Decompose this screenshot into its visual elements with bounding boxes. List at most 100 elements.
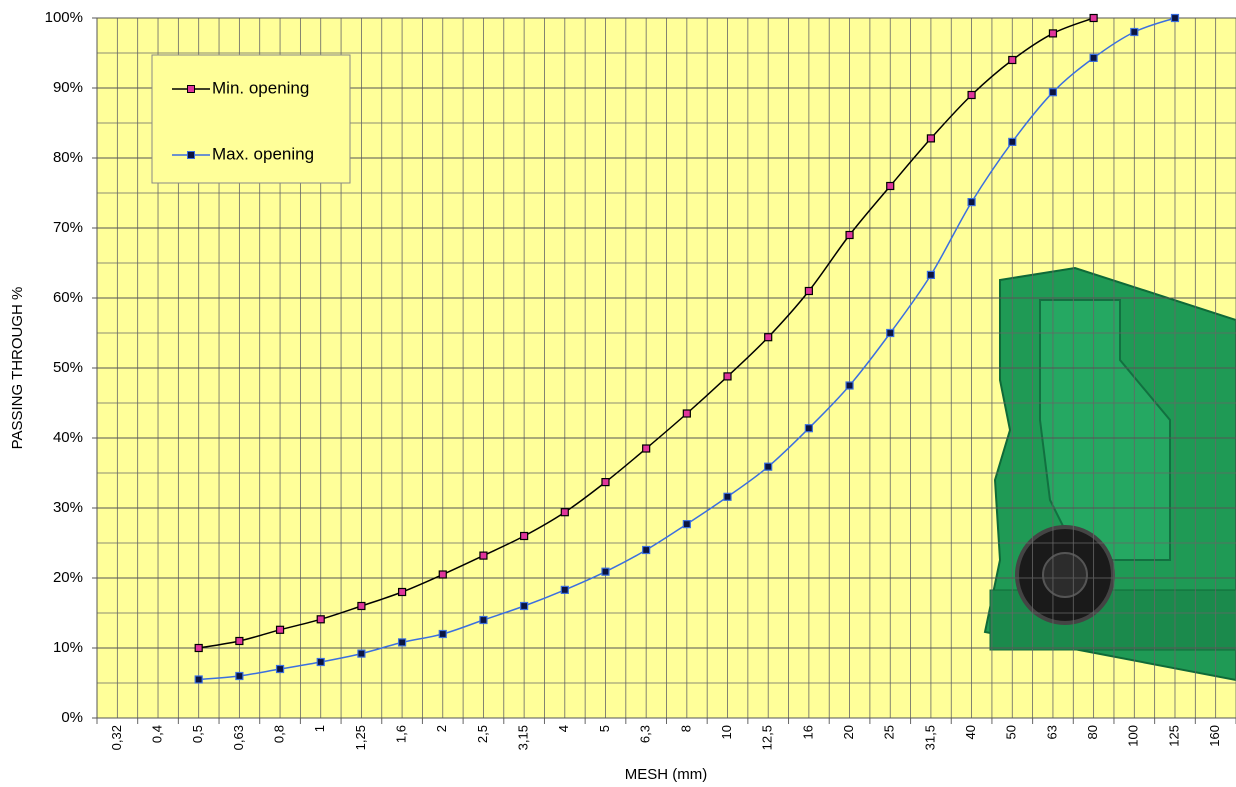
y-tick-label: 0% — [61, 709, 83, 726]
data-point — [967, 90, 976, 100]
machine-panel — [1039, 299, 1171, 561]
x-tick-label: 16 — [800, 725, 815, 739]
x-tick-label: 8 — [678, 725, 693, 732]
data-point — [357, 649, 366, 658]
data-point — [1008, 55, 1017, 65]
data-point — [804, 286, 813, 296]
x-tick-label: 0,8 — [271, 725, 286, 743]
data-point — [194, 675, 203, 684]
x-tick-label: 3,15 — [516, 725, 531, 750]
x-tick-label: 100 — [1126, 725, 1141, 747]
data-point — [845, 381, 854, 390]
y-tick-label: 10% — [53, 639, 83, 656]
data-point — [642, 444, 651, 453]
x-tick-label: 80 — [1085, 725, 1100, 739]
legend-marker — [187, 85, 195, 93]
data-point — [723, 492, 732, 501]
x-tick-label: 25 — [882, 725, 897, 739]
data-point — [479, 615, 488, 625]
x-tick-label: 0,4 — [149, 725, 164, 743]
data-point — [194, 643, 203, 653]
x-tick-label: 12,5 — [760, 725, 775, 750]
legend-box — [151, 54, 351, 184]
data-point — [601, 478, 610, 487]
x-tick-label: 0,63 — [231, 725, 246, 750]
data-point — [520, 601, 529, 611]
data-point — [235, 636, 244, 646]
data-point — [764, 333, 773, 342]
legend-label: Max. opening — [212, 144, 314, 163]
data-point — [1170, 13, 1180, 23]
x-tick-label: 20 — [841, 725, 856, 739]
data-point — [316, 615, 325, 624]
x-tick-label: 2 — [434, 725, 449, 732]
data-point — [682, 519, 691, 529]
machine-picture — [983, 266, 1236, 682]
data-point — [682, 409, 691, 418]
x-tick-label: 50 — [1004, 725, 1019, 739]
data-point — [275, 664, 285, 674]
y-tick-label: 100% — [45, 9, 83, 26]
data-point — [1089, 13, 1098, 23]
y-tick-label: 50% — [53, 359, 83, 376]
data-point — [967, 198, 976, 207]
data-point — [1130, 27, 1139, 37]
data-point — [520, 531, 529, 541]
data-point — [357, 601, 366, 611]
data-point — [926, 134, 936, 143]
data-point — [642, 545, 651, 555]
data-point — [275, 625, 285, 634]
x-tick-label: 31,5 — [922, 725, 937, 750]
data-point — [804, 424, 813, 433]
data-point — [397, 638, 407, 647]
y-tick-label: 80% — [53, 149, 83, 166]
y-tick-label: 20% — [53, 569, 83, 586]
x-tick-label: 0,5 — [190, 725, 205, 743]
x-tick-label: 125 — [1166, 725, 1181, 747]
data-point — [601, 567, 610, 576]
x-axis-label: MESH (mm) — [625, 766, 708, 783]
x-tick-label: 1,25 — [353, 725, 368, 750]
data-point — [438, 629, 447, 639]
x-tick-label: 5 — [597, 725, 612, 732]
y-tick-label: 90% — [53, 79, 83, 96]
data-point — [886, 181, 895, 191]
y-tick-label: 70% — [53, 219, 83, 236]
data-point — [235, 671, 244, 681]
x-tick-label: 4 — [556, 725, 571, 732]
y-tick-label: 30% — [53, 499, 83, 516]
data-point — [764, 462, 773, 471]
data-point — [1089, 53, 1098, 63]
y-tick-label: 40% — [53, 429, 83, 446]
data-point — [723, 372, 732, 381]
data-point — [886, 328, 895, 338]
legend-label: Min. opening — [212, 78, 309, 97]
data-point — [316, 657, 325, 667]
x-tick-label: 10 — [719, 725, 734, 739]
y-axis-label: PASSING THROUGH % — [9, 287, 26, 450]
data-point — [1048, 88, 1058, 97]
data-point — [845, 230, 854, 240]
y-tick-label: 60% — [53, 289, 83, 306]
x-tick-label: 2,5 — [475, 725, 490, 743]
x-tick-label: 1,6 — [394, 725, 409, 743]
data-point — [926, 270, 936, 279]
data-point — [560, 508, 569, 517]
x-tick-label: 40 — [963, 725, 978, 739]
x-tick-label: 160 — [1207, 725, 1222, 747]
data-point — [560, 585, 569, 595]
machine-hub — [1042, 552, 1088, 598]
x-tick-label: 63 — [1044, 725, 1059, 739]
x-tick-label: 1 — [312, 725, 327, 732]
data-point — [397, 587, 407, 597]
x-tick-label: 6,3 — [638, 725, 653, 743]
data-point — [438, 570, 447, 579]
data-point — [1008, 137, 1017, 146]
data-point — [479, 551, 488, 560]
legend-marker — [187, 151, 195, 159]
data-point — [1048, 29, 1058, 38]
x-tick-label: 0,32 — [109, 725, 124, 750]
